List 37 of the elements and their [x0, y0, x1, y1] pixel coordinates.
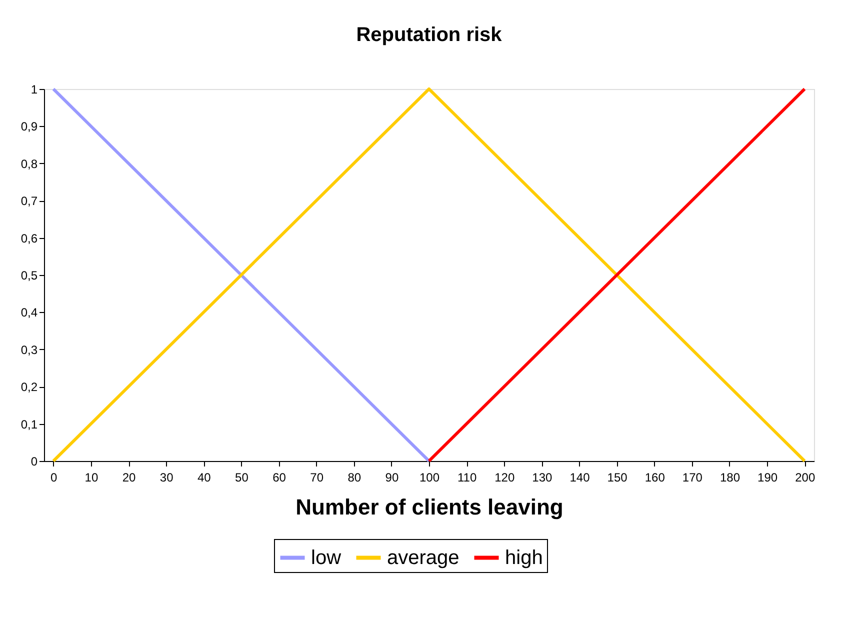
y-tick-label: 0,1: [20, 417, 38, 432]
x-tick-label: 200: [795, 470, 816, 484]
x-tick-label: 170: [682, 470, 703, 484]
x-tick-label: 180: [720, 470, 740, 484]
y-tick-label: 0,2: [20, 380, 38, 394]
y-tick-label: 1: [30, 82, 38, 96]
x-tick-label: 190: [758, 470, 778, 484]
x-tick-label: 20: [122, 470, 136, 484]
x-tick-label: 110: [457, 470, 477, 484]
x-tick-label: 60: [272, 470, 286, 484]
x-tick-label: 40: [197, 470, 212, 484]
x-tick-label: 0: [50, 470, 58, 484]
x-tick-label: 130: [532, 470, 553, 484]
y-tick-label: 0,6: [20, 231, 38, 246]
x-tick-label: 120: [494, 470, 515, 484]
legend-label: average: [387, 546, 460, 569]
x-tick-label: 90: [385, 470, 399, 484]
x-tick-label: 80: [348, 470, 362, 484]
y-tick-label: 0,5: [20, 268, 38, 282]
x-axis-title: Number of clients leaving: [296, 494, 564, 520]
x-tick-label: 150: [607, 470, 628, 484]
legend-label: high: [505, 546, 543, 569]
y-tick-label: 0,9: [20, 120, 38, 134]
x-tick-label: 70: [310, 470, 324, 484]
y-tick-label: 0,4: [20, 306, 38, 320]
x-tick-label: 50: [235, 470, 249, 484]
x-tick-label: 160: [644, 470, 666, 484]
y-tick-label: 0,7: [20, 194, 38, 208]
y-tick-label: 0,8: [20, 156, 38, 171]
y-tick-label: 0,3: [20, 342, 38, 357]
x-tick-label: 140: [570, 470, 590, 484]
y-tick-label: 0: [30, 454, 38, 468]
x-tick-label: 10: [84, 470, 98, 484]
legend-label: low: [311, 546, 342, 569]
x-tick-label: 100: [419, 470, 440, 484]
x-tick-label: 30: [160, 470, 174, 484]
chart-title: Reputation risk: [356, 24, 503, 46]
